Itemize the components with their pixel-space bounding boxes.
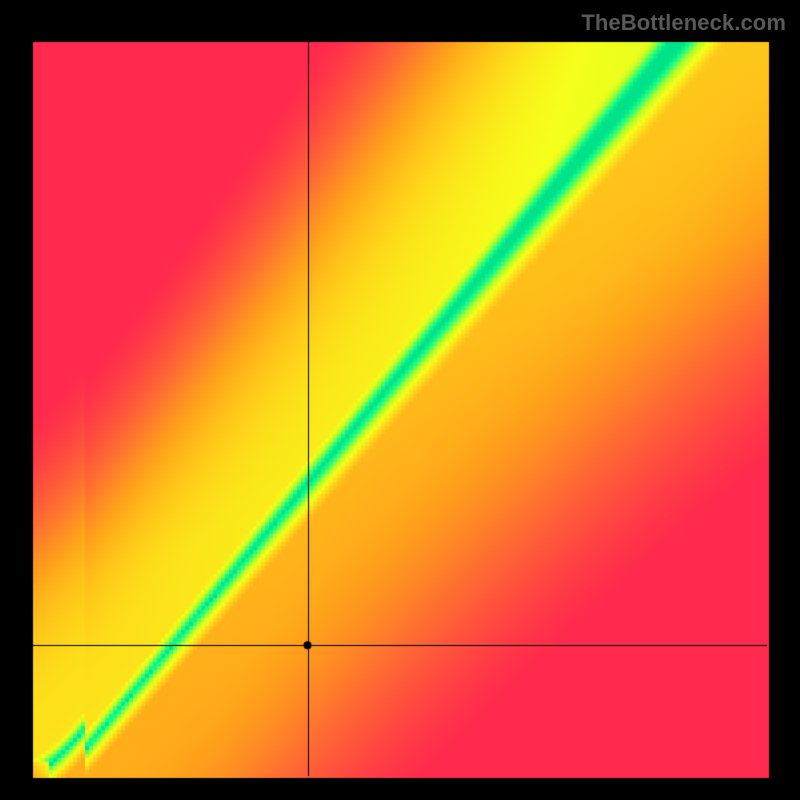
figure-container: TheBottleneck.com [0,0,800,800]
bottleneck-heatmap [0,0,800,800]
watermark-text: TheBottleneck.com [581,10,786,36]
